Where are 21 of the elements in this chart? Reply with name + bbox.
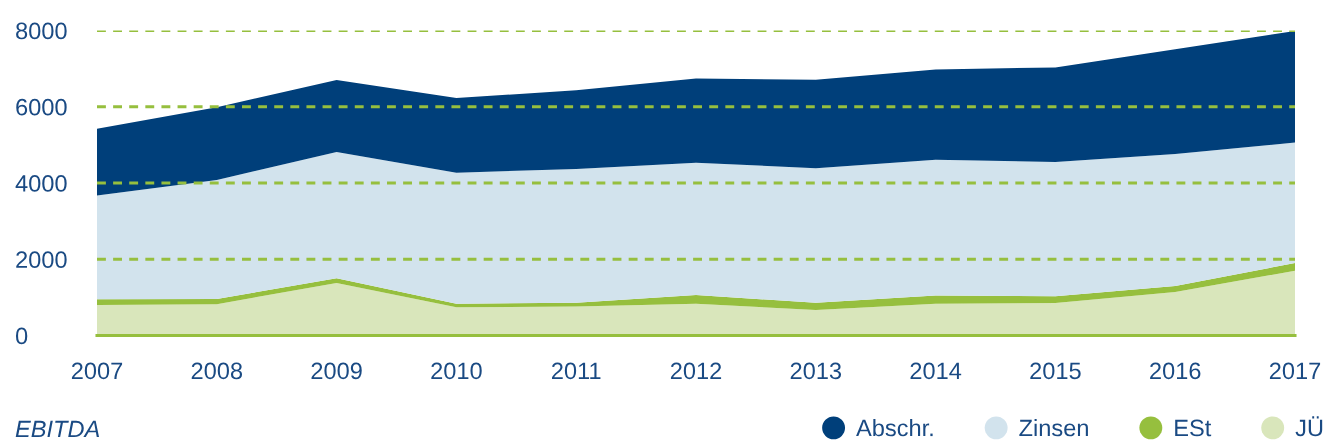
x-tick-label: 2011 xyxy=(552,362,601,380)
y-tick-label: 6000 xyxy=(16,98,67,116)
x-tick-label: 2016 xyxy=(1150,362,1201,380)
y-tick-label: 4000 xyxy=(15,175,67,192)
text: EBITDA xyxy=(15,420,100,438)
x-tick-label: 2013 xyxy=(790,362,842,380)
legend-label: Zinsen xyxy=(1019,418,1088,437)
legend-label: JÜ xyxy=(1295,416,1323,437)
x-tick-label: 2008 xyxy=(191,362,243,380)
x-tick-label: 2014 xyxy=(910,362,962,380)
x-tick-label: 2017 xyxy=(1269,362,1321,380)
x-tick-label: 2009 xyxy=(311,362,362,380)
y-tick-label: 2000 xyxy=(16,251,67,269)
x-tick-label: 2012 xyxy=(670,362,722,380)
legend-label: ESt xyxy=(1175,419,1212,437)
legend-label: Abschr. xyxy=(856,418,933,437)
y-tick-label: 8000 xyxy=(16,22,67,40)
x-tick-label: 2010 xyxy=(431,362,482,380)
x-tick-label: 2015 xyxy=(1030,362,1081,380)
x-tick-label: 2007 xyxy=(71,362,123,380)
y-tick-label: 0 xyxy=(15,327,28,345)
